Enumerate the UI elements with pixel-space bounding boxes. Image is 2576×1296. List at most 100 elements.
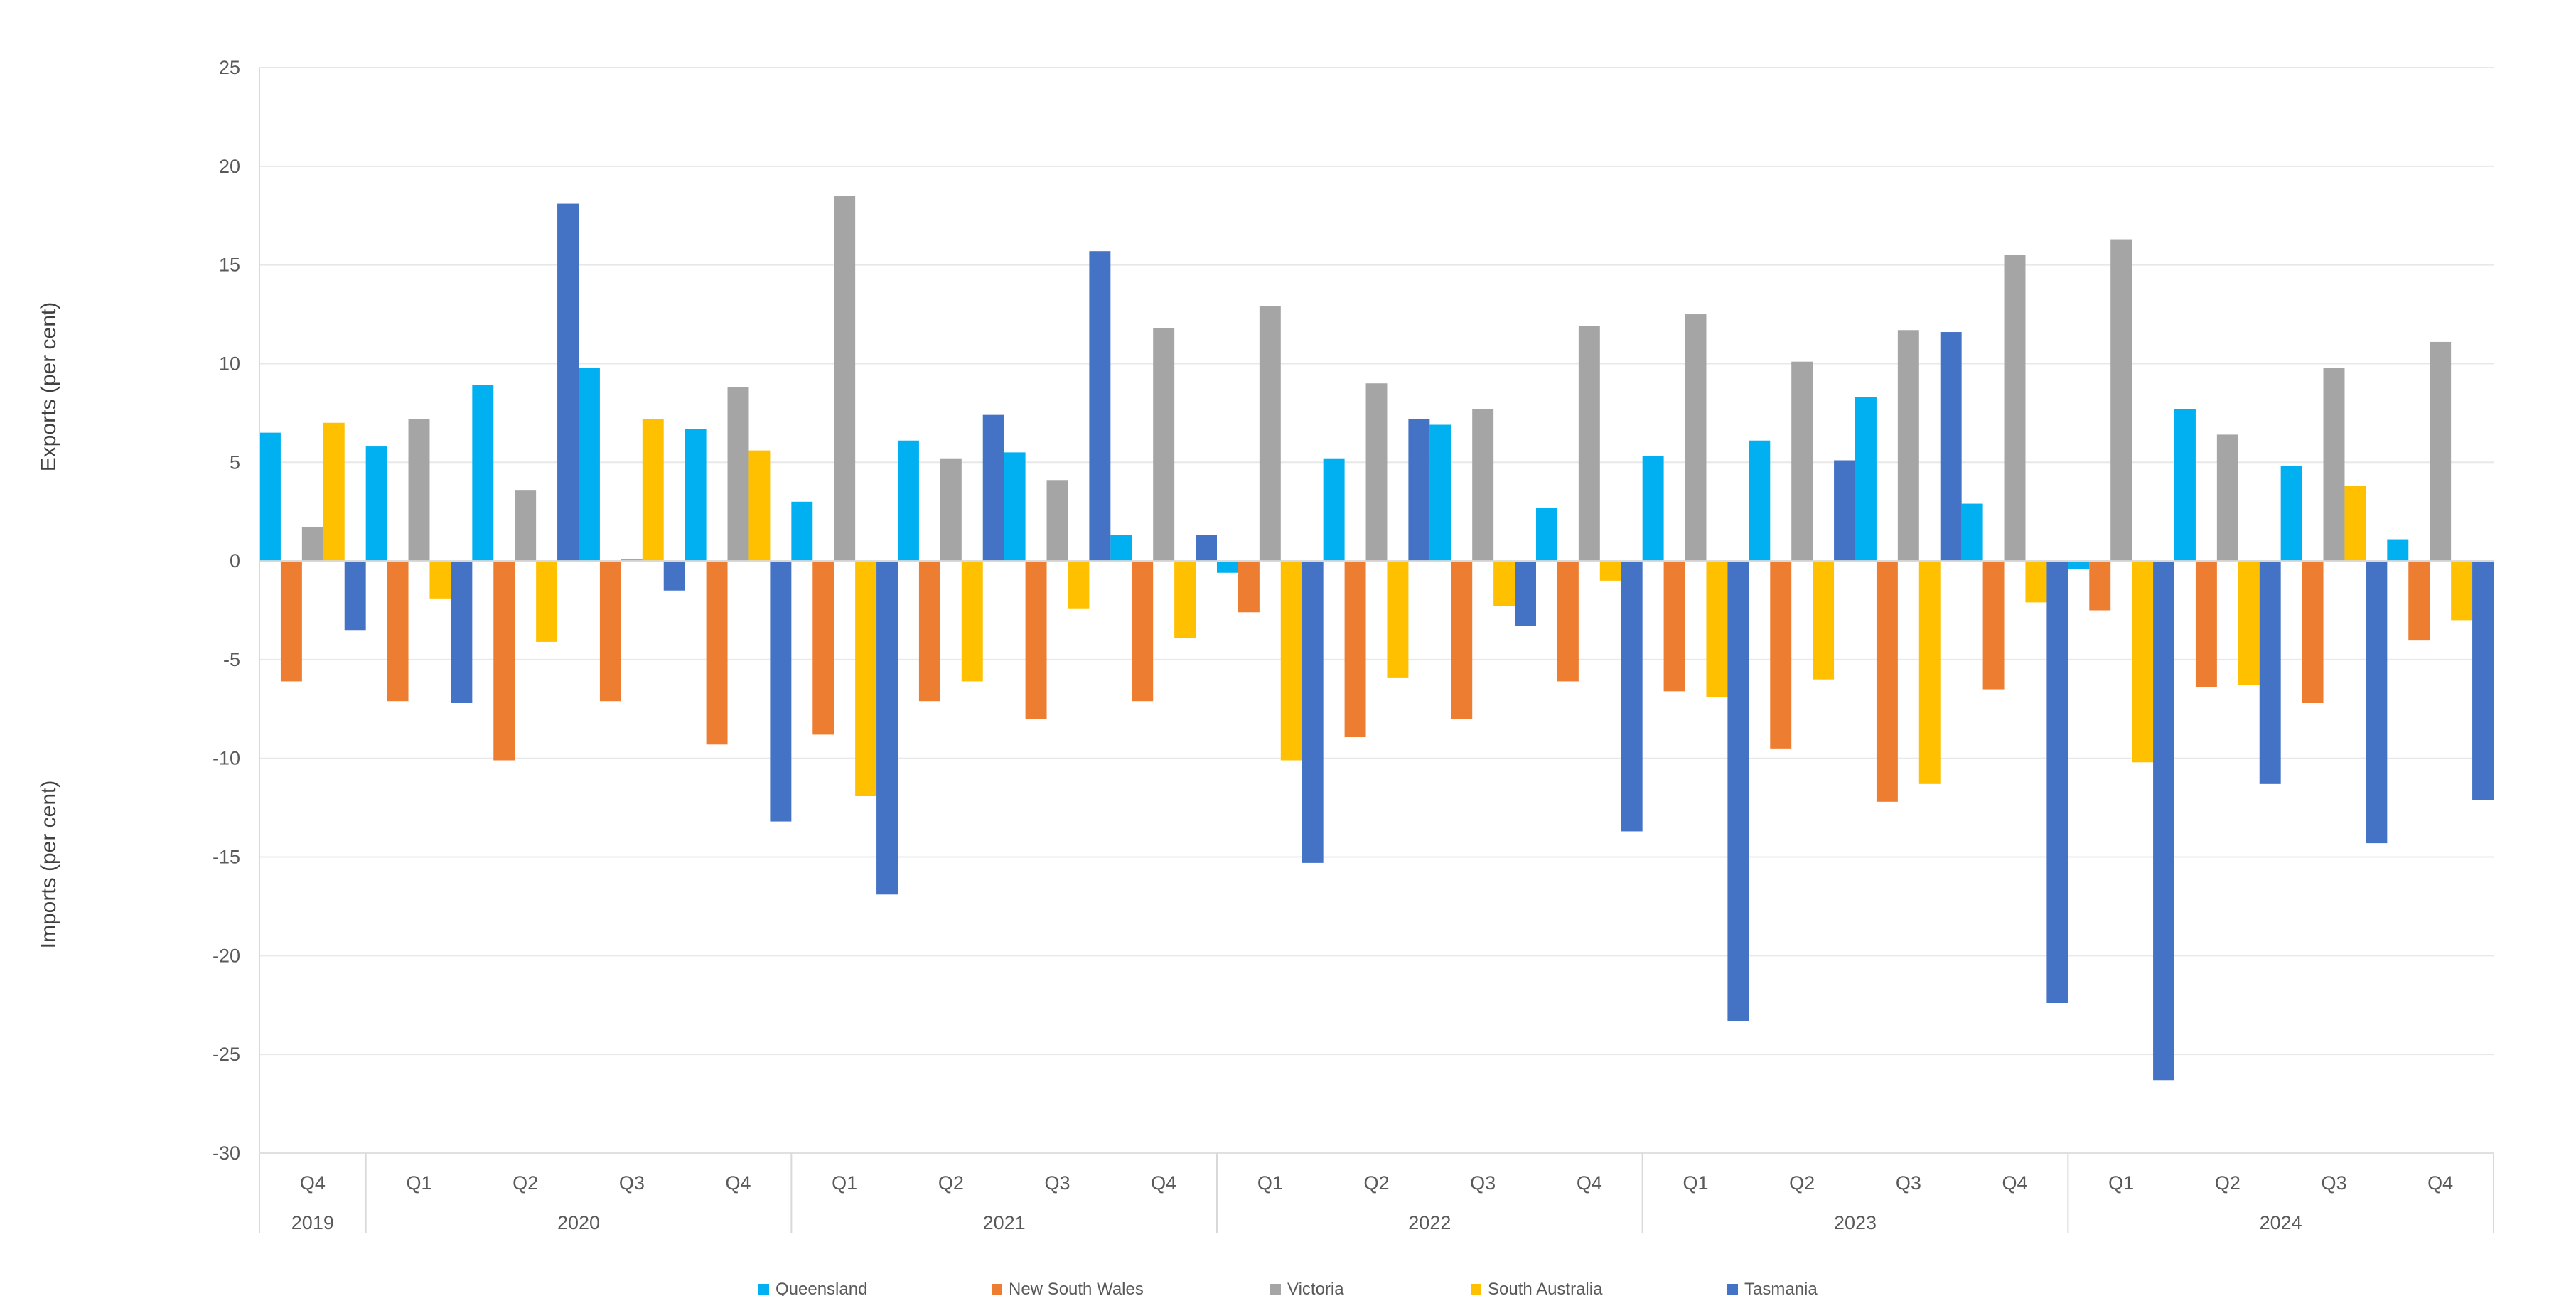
bar <box>515 490 537 562</box>
bar <box>2004 255 2026 562</box>
bar <box>1791 361 1813 562</box>
bar <box>982 414 1004 562</box>
bar <box>1897 330 1919 562</box>
y-tick-label: 20 <box>219 156 240 177</box>
x-tick-label: Q4 <box>725 1172 751 1194</box>
bar <box>2153 561 2174 1081</box>
bar <box>323 422 345 562</box>
bar <box>940 458 962 562</box>
x-tick-label: Q3 <box>619 1172 645 1194</box>
bar <box>685 429 707 562</box>
bar <box>2110 239 2132 562</box>
bar <box>876 561 898 895</box>
bar <box>642 419 664 562</box>
bar <box>408 419 430 562</box>
y-tick-label: 0 <box>230 550 240 572</box>
bar <box>1642 456 1664 562</box>
bar <box>663 561 685 591</box>
year-label: 2021 <box>983 1212 1026 1233</box>
bar <box>1621 561 1643 832</box>
bar <box>2302 561 2324 703</box>
bar <box>1238 561 1260 613</box>
bar <box>1472 409 1494 562</box>
x-tick-label: Q2 <box>1789 1172 1815 1194</box>
bar <box>1961 503 1983 562</box>
bar <box>1557 561 1579 682</box>
y-tick-label: 10 <box>219 353 240 374</box>
bar <box>1749 440 1771 562</box>
bar <box>1876 561 1898 802</box>
x-tick-label: Q1 <box>406 1172 431 1194</box>
year-label: 2024 <box>2260 1212 2302 1233</box>
bar <box>1323 458 1345 562</box>
bar <box>1280 561 1302 761</box>
bar <box>536 561 558 642</box>
bar <box>706 561 728 745</box>
bar <box>1068 561 1090 609</box>
bar <box>898 440 919 562</box>
bar <box>1918 561 1941 784</box>
bar <box>344 561 366 631</box>
bar <box>2089 561 2111 611</box>
bar <box>1217 561 1238 573</box>
bar <box>2408 561 2430 641</box>
bar <box>1259 306 1281 562</box>
bar <box>301 527 323 562</box>
x-tick-label: Q1 <box>2108 1172 2134 1194</box>
bar <box>1089 251 1111 562</box>
bar <box>918 561 940 702</box>
y-tick-label: -15 <box>213 847 240 868</box>
bar <box>2366 561 2388 844</box>
legend-label: South Australia <box>1488 1280 1603 1296</box>
bar <box>791 501 813 562</box>
bar <box>1727 561 1749 1021</box>
bar <box>2280 466 2302 562</box>
x-tick-label: Q2 <box>2215 1172 2240 1194</box>
bar <box>387 561 409 702</box>
legend-swatch <box>758 1284 769 1295</box>
year-label: 2019 <box>291 1212 334 1233</box>
bar <box>1770 561 1792 749</box>
x-tick-label: Q3 <box>2321 1172 2346 1194</box>
bar <box>748 450 771 562</box>
bar <box>1834 460 1855 562</box>
bar <box>1536 508 1557 562</box>
x-tick-label: Q4 <box>2427 1172 2453 1194</box>
year-label: 2022 <box>1408 1212 1451 1233</box>
x-tick-label: Q1 <box>1257 1172 1283 1194</box>
x-tick-label: Q1 <box>832 1172 857 1194</box>
bar <box>2323 368 2345 562</box>
bar <box>259 432 281 562</box>
bar <box>1004 452 1026 562</box>
bar <box>1429 424 1451 562</box>
bar <box>1174 561 1196 638</box>
legend-label: Victoria <box>1287 1280 1344 1296</box>
y-tick-label: 15 <box>219 255 240 276</box>
bar <box>1025 561 1047 719</box>
bar <box>1451 561 1473 719</box>
x-tick-label: Q3 <box>1044 1172 1070 1194</box>
bar <box>1132 561 1154 702</box>
bar <box>1344 561 1366 737</box>
bar <box>1408 419 1430 562</box>
bar <box>1110 535 1132 562</box>
bar <box>1365 383 1388 562</box>
x-tick-label: Q2 <box>938 1172 964 1194</box>
bar <box>557 203 579 562</box>
bar <box>727 387 749 562</box>
bar <box>2068 561 2090 569</box>
legend-label: Queensland <box>776 1280 867 1296</box>
bar <box>280 561 302 682</box>
bar <box>2387 539 2409 562</box>
year-label: 2023 <box>1834 1212 1877 1233</box>
bar <box>2174 409 2196 562</box>
bar <box>1153 328 1175 562</box>
legend-swatch <box>1471 1284 1481 1295</box>
bar <box>579 368 600 562</box>
x-tick-label: Q3 <box>1896 1172 1921 1194</box>
bars <box>259 196 2494 1081</box>
bar <box>2046 561 2068 1003</box>
bar <box>493 561 515 761</box>
axes: 25 20 15 10 5 0 -5 -10 -15 -20 -25 -30 Q4 Q1 Q2 Q3 Q4 Q1 Q… <box>213 57 2494 1233</box>
x-tick-label: Q4 <box>2002 1172 2027 1194</box>
